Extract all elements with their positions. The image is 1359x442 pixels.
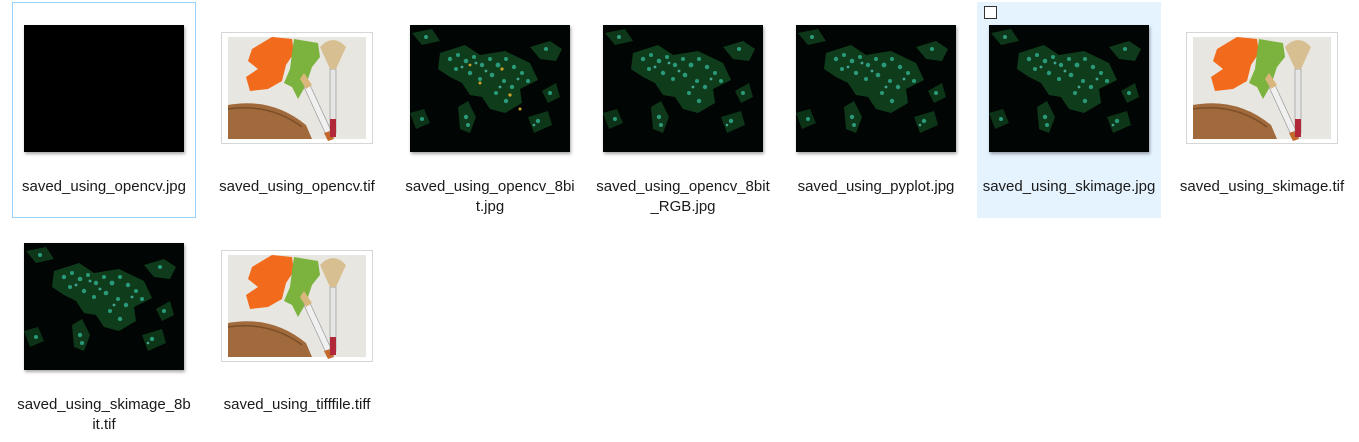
file-item-saved-using-skimage-8bit-tif[interactable]: saved_using_skimage_8bit.tif: [12, 220, 196, 436]
file-item-saved-using-opencv-tif[interactable]: saved_using_opencv.tif: [205, 2, 389, 218]
file-item-saved-using-skimage-jpg[interactable]: saved_using_skimage.jpg: [977, 2, 1161, 218]
file-name-label: saved_using_skimage_8bit.tif: [17, 396, 191, 433]
file-name-label: saved_using_opencv.jpg: [21, 178, 186, 195]
file-thumbnail: [603, 25, 763, 152]
file-name-label: saved_using_opencv_8bit.jpg: [405, 178, 575, 215]
file-thumbnail: [796, 25, 956, 152]
file-item-saved-using-skimage-tif[interactable]: saved_using_skimage.tif: [1170, 2, 1354, 218]
file-name-label: saved_using_pyplot.jpg: [797, 178, 955, 195]
file-thumbnail: [410, 25, 570, 152]
file-item-saved-using-pyplot-jpg[interactable]: saved_using_pyplot.jpg: [784, 2, 968, 218]
file-item-saved-using-tifffile-tiff[interactable]: saved_using_tifffile.tiff: [205, 220, 389, 436]
file-name-label: saved_using_skimage.jpg: [982, 178, 1156, 195]
file-name-label: saved_using_opencv.tif: [219, 178, 375, 195]
paint-app-icon: [221, 250, 373, 362]
file-thumbnail: [24, 24, 184, 152]
selection-checkbox[interactable]: [984, 6, 997, 19]
paint-app-icon: [221, 32, 373, 144]
file-item-saved-using-opencv-8bit-jpg[interactable]: saved_using_opencv_8bit.jpg: [398, 2, 582, 218]
file-thumbnail: [989, 25, 1149, 152]
file-item-saved-using-opencv-jpg[interactable]: saved_using_opencv.jpg: [12, 2, 196, 218]
file-name-label: saved_using_skimage.tif: [1179, 178, 1345, 195]
file-name-label: saved_using_opencv_8bit_RGB.jpg: [596, 178, 770, 215]
file-thumbnail: [24, 243, 184, 370]
file-name-label: saved_using_tifffile.tiff: [223, 396, 371, 413]
file-item-saved-using-opencv-8bit-rgb-jpg[interactable]: saved_using_opencv_8bit_RGB.jpg: [591, 2, 775, 218]
paint-app-icon: [1186, 32, 1338, 144]
